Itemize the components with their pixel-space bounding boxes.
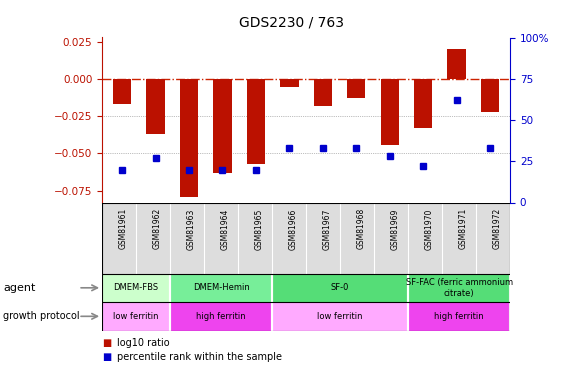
Bar <box>381 79 399 144</box>
Text: percentile rank within the sample: percentile rank within the sample <box>117 352 282 362</box>
Bar <box>347 79 366 99</box>
Text: GSM81965: GSM81965 <box>255 208 264 250</box>
Bar <box>180 79 198 196</box>
Bar <box>102 274 170 302</box>
Bar <box>447 50 466 79</box>
Bar <box>113 79 131 104</box>
Text: GSM81971: GSM81971 <box>459 208 468 249</box>
Text: GSM81966: GSM81966 <box>289 208 298 250</box>
Text: SF-0: SF-0 <box>331 284 349 292</box>
Text: SF-FAC (ferric ammonium
citrate): SF-FAC (ferric ammonium citrate) <box>406 278 512 297</box>
Text: GSM81970: GSM81970 <box>425 208 434 250</box>
Text: ■: ■ <box>102 338 111 348</box>
Bar <box>272 302 408 331</box>
Text: high ferritin: high ferritin <box>196 312 246 321</box>
Text: low ferritin: low ferritin <box>113 312 159 321</box>
Bar <box>213 79 231 173</box>
Bar <box>102 302 170 331</box>
Text: agent: agent <box>3 283 36 293</box>
Text: low ferritin: low ferritin <box>317 312 363 321</box>
Text: GDS2230 / 763: GDS2230 / 763 <box>239 15 344 29</box>
Text: GSM81963: GSM81963 <box>187 208 196 250</box>
Text: DMEM-Hemin: DMEM-Hemin <box>192 284 250 292</box>
Text: GSM81962: GSM81962 <box>153 208 162 249</box>
Text: GSM81964: GSM81964 <box>221 208 230 250</box>
Bar <box>408 302 510 331</box>
Bar <box>280 79 298 87</box>
Text: GSM81961: GSM81961 <box>119 208 128 249</box>
Text: log10 ratio: log10 ratio <box>117 338 169 348</box>
Text: GSM81969: GSM81969 <box>391 208 400 250</box>
Bar <box>247 79 265 164</box>
Text: GSM81968: GSM81968 <box>357 208 366 249</box>
Text: GSM81972: GSM81972 <box>493 208 502 249</box>
Bar <box>170 274 272 302</box>
Bar <box>314 79 332 106</box>
Bar <box>146 79 165 134</box>
Text: ■: ■ <box>102 352 111 362</box>
Text: growth protocol: growth protocol <box>3 311 79 321</box>
Bar <box>408 274 510 302</box>
Text: high ferritin: high ferritin <box>434 312 484 321</box>
Bar <box>481 79 499 112</box>
Text: GSM81967: GSM81967 <box>323 208 332 250</box>
Bar <box>272 274 408 302</box>
Bar <box>414 79 433 128</box>
Bar <box>170 302 272 331</box>
Text: DMEM-FBS: DMEM-FBS <box>114 284 159 292</box>
